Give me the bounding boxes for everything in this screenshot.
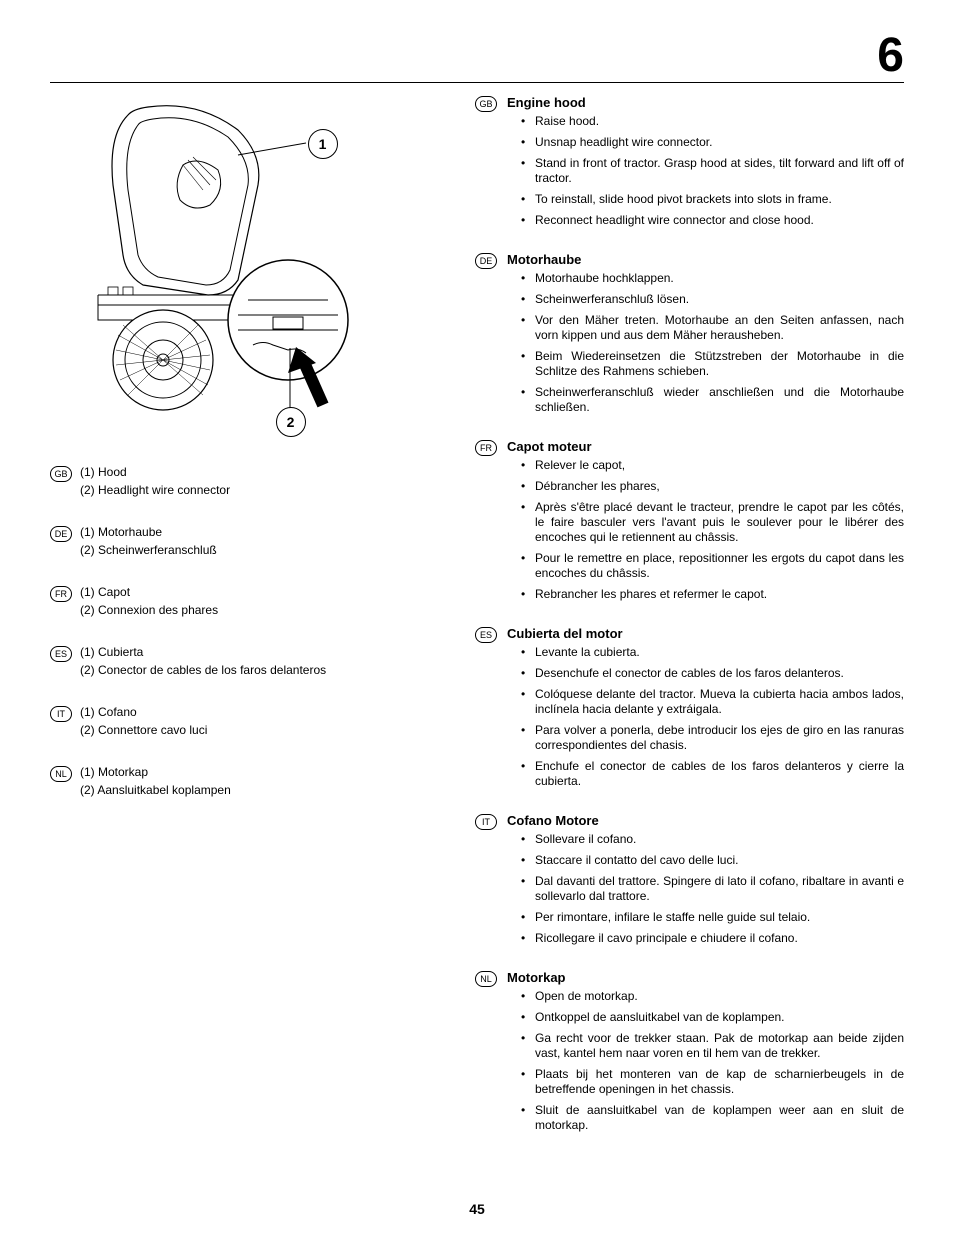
- instruction-list: Open de motorkap. Ontkoppel de aansluitka…: [507, 989, 904, 1133]
- instruction-section: ES Cubierta del motor Levante la cubierta.…: [475, 626, 904, 795]
- instruction-item: Sluit de aansluitkabel van de koplampen …: [521, 1103, 904, 1133]
- instruction-item: Unsnap headlight wire connector.: [521, 135, 904, 150]
- legend-text: (1) Hood: [80, 465, 445, 479]
- legend-nl: NL (1) Motorkap (2) Aansluitkabel koplam…: [50, 765, 445, 801]
- diagram-svg: [88, 95, 408, 435]
- lang-badge-it: IT: [50, 706, 72, 722]
- lang-badge-gb: GB: [475, 96, 497, 112]
- instruction-item: Beim Wiedereinsetzen die Stützstreben de…: [521, 349, 904, 379]
- hood-diagram: 1 2: [88, 95, 408, 435]
- header-rule: [50, 82, 904, 83]
- instruction-item: Desenchufe el conector de cables de los …: [521, 666, 904, 681]
- instruction-section: IT Cofano Motore Sollevare il cofano. Stacc…: [475, 813, 904, 952]
- instruction-item: Scheinwerferanschluß wieder anschließen …: [521, 385, 904, 415]
- page-number: 45: [0, 1201, 954, 1217]
- lang-badge-it: IT: [475, 814, 497, 830]
- legend-text: (2) Headlight wire connector: [80, 483, 445, 497]
- lang-badge-fr: FR: [475, 440, 497, 456]
- instruction-section: GB Engine hood Raise hood. Unsnap headlight…: [475, 95, 904, 234]
- instruction-item: Staccare il contatto del cavo delle luci…: [521, 853, 904, 868]
- section-body: Motorhaube Motorhaube hochklappen. Scheinw…: [507, 252, 904, 421]
- section-body: Engine hood Raise hood. Unsnap headlight w…: [507, 95, 904, 234]
- instruction-item: Open de motorkap.: [521, 989, 904, 1004]
- right-column: GB Engine hood Raise hood. Unsnap headlight…: [475, 95, 904, 1195]
- instruction-item: Enchufe el conector de cables de los far…: [521, 759, 904, 789]
- instruction-list: Sollevare il cofano. Staccare il contatto…: [507, 832, 904, 946]
- legend-text: (1) Motorkap: [80, 765, 445, 779]
- instruction-item: Débrancher les phares,: [521, 479, 904, 494]
- instruction-item: Scheinwerferanschluß lösen.: [521, 292, 904, 307]
- section-body: Motorkap Open de motorkap. Ontkoppel de aa…: [507, 970, 904, 1139]
- instruction-item: Ricollegare il cavo principale e chiuder…: [521, 931, 904, 946]
- instruction-item: Relever le capot,: [521, 458, 904, 473]
- instruction-item: Sollevare il cofano.: [521, 832, 904, 847]
- instruction-item: Après s'être placé devant le tracteur, p…: [521, 500, 904, 545]
- instruction-item: To reinstall, slide hood pivot brackets …: [521, 192, 904, 207]
- instruction-item: Per rimontare, infilare le staffe nelle …: [521, 910, 904, 925]
- instruction-item: Para volver a ponerla, debe introducir l…: [521, 723, 904, 753]
- instruction-section: DE Motorhaube Motorhaube hochklappen. Schei…: [475, 252, 904, 421]
- legend-fr: FR (1) Capot (2) Connexion des phares: [50, 585, 445, 621]
- legend-text: (1) Capot: [80, 585, 445, 599]
- legend-gb: GB (1) Hood (2) Headlight wire connector: [50, 465, 445, 501]
- instruction-item: Motorhaube hochklappen.: [521, 271, 904, 286]
- instruction-item: Ontkoppel de aansluitkabel van de koplam…: [521, 1010, 904, 1025]
- instruction-item: Rebrancher les phares et refermer le cap…: [521, 587, 904, 602]
- legend-it: IT (1) Cofano (2) Connettore cavo luci: [50, 705, 445, 741]
- lang-badge-nl: NL: [475, 971, 497, 987]
- section-title: Motorkap: [507, 970, 904, 985]
- section-title: Engine hood: [507, 95, 904, 110]
- left-column: 1 2 GB (1) Hood (2) Headlight wire conne…: [50, 95, 445, 1195]
- instruction-item: Reconnect headlight wire connector and c…: [521, 213, 904, 228]
- legend-text: (2) Connexion des phares: [80, 603, 445, 617]
- instruction-list: Relever le capot, Débrancher les phares, A…: [507, 458, 904, 602]
- legend-text: (1) Motorhaube: [80, 525, 445, 539]
- instruction-item: Ga recht voor de trekker staan. Pak de m…: [521, 1031, 904, 1061]
- lang-badge-es: ES: [475, 627, 497, 643]
- lang-badge-de: DE: [50, 526, 72, 542]
- instruction-list: Motorhaube hochklappen. Scheinwerferansch…: [507, 271, 904, 415]
- instruction-item: Stand in front of tractor. Grasp hood at…: [521, 156, 904, 186]
- instruction-item: Vor den Mäher treten. Motorhaube an den …: [521, 313, 904, 343]
- instruction-item: Levante la cubierta.: [521, 645, 904, 660]
- section-body: Cofano Motore Sollevare il cofano. Staccar…: [507, 813, 904, 952]
- instruction-item: Raise hood.: [521, 114, 904, 129]
- legend-text: (2) Scheinwerferanschluß: [80, 543, 445, 557]
- instruction-item: Plaats bij het monteren van de kap de sc…: [521, 1067, 904, 1097]
- legend-es: ES (1) Cubierta (2) Conector de cables d…: [50, 645, 445, 681]
- instruction-section: FR Capot moteur Relever le capot, Débranche…: [475, 439, 904, 608]
- legend-text: (1) Cofano: [80, 705, 445, 719]
- chapter-number: 6: [877, 28, 904, 83]
- content-area: 1 2 GB (1) Hood (2) Headlight wire conne…: [50, 95, 904, 1195]
- lang-badge-de: DE: [475, 253, 497, 269]
- legend-de: DE (1) Motorhaube (2) Scheinwerferanschl…: [50, 525, 445, 561]
- section-title: Motorhaube: [507, 252, 904, 267]
- section-title: Cubierta del motor: [507, 626, 904, 641]
- instruction-item: Pour le remettre en place, repositionner…: [521, 551, 904, 581]
- legend-text: (2) Aansluitkabel koplampen: [80, 783, 445, 797]
- lang-badge-es: ES: [50, 646, 72, 662]
- instruction-section: NL Motorkap Open de motorkap. Ontkoppel de …: [475, 970, 904, 1139]
- callout-1: 1: [308, 129, 338, 159]
- legend-text: (2) Connettore cavo luci: [80, 723, 445, 737]
- instruction-list: Raise hood. Unsnap headlight wire connect…: [507, 114, 904, 228]
- legend-text: (1) Cubierta: [80, 645, 445, 659]
- legend-text: (2) Conector de cables de los faros dela…: [80, 663, 445, 677]
- callout-2: 2: [276, 407, 306, 437]
- section-title: Capot moteur: [507, 439, 904, 454]
- instruction-list: Levante la cubierta. Desenchufe el conect…: [507, 645, 904, 789]
- lang-badge-fr: FR: [50, 586, 72, 602]
- lang-badge-nl: NL: [50, 766, 72, 782]
- section-title: Cofano Motore: [507, 813, 904, 828]
- lang-badge-gb: GB: [50, 466, 72, 482]
- section-body: Capot moteur Relever le capot, Débrancher …: [507, 439, 904, 608]
- section-body: Cubierta del motor Levante la cubierta. De…: [507, 626, 904, 795]
- instruction-item: Colóquese delante del tractor. Mueva la …: [521, 687, 904, 717]
- instruction-item: Dal davanti del trattore. Spingere di la…: [521, 874, 904, 904]
- legend-list: GB (1) Hood (2) Headlight wire connector…: [50, 465, 445, 801]
